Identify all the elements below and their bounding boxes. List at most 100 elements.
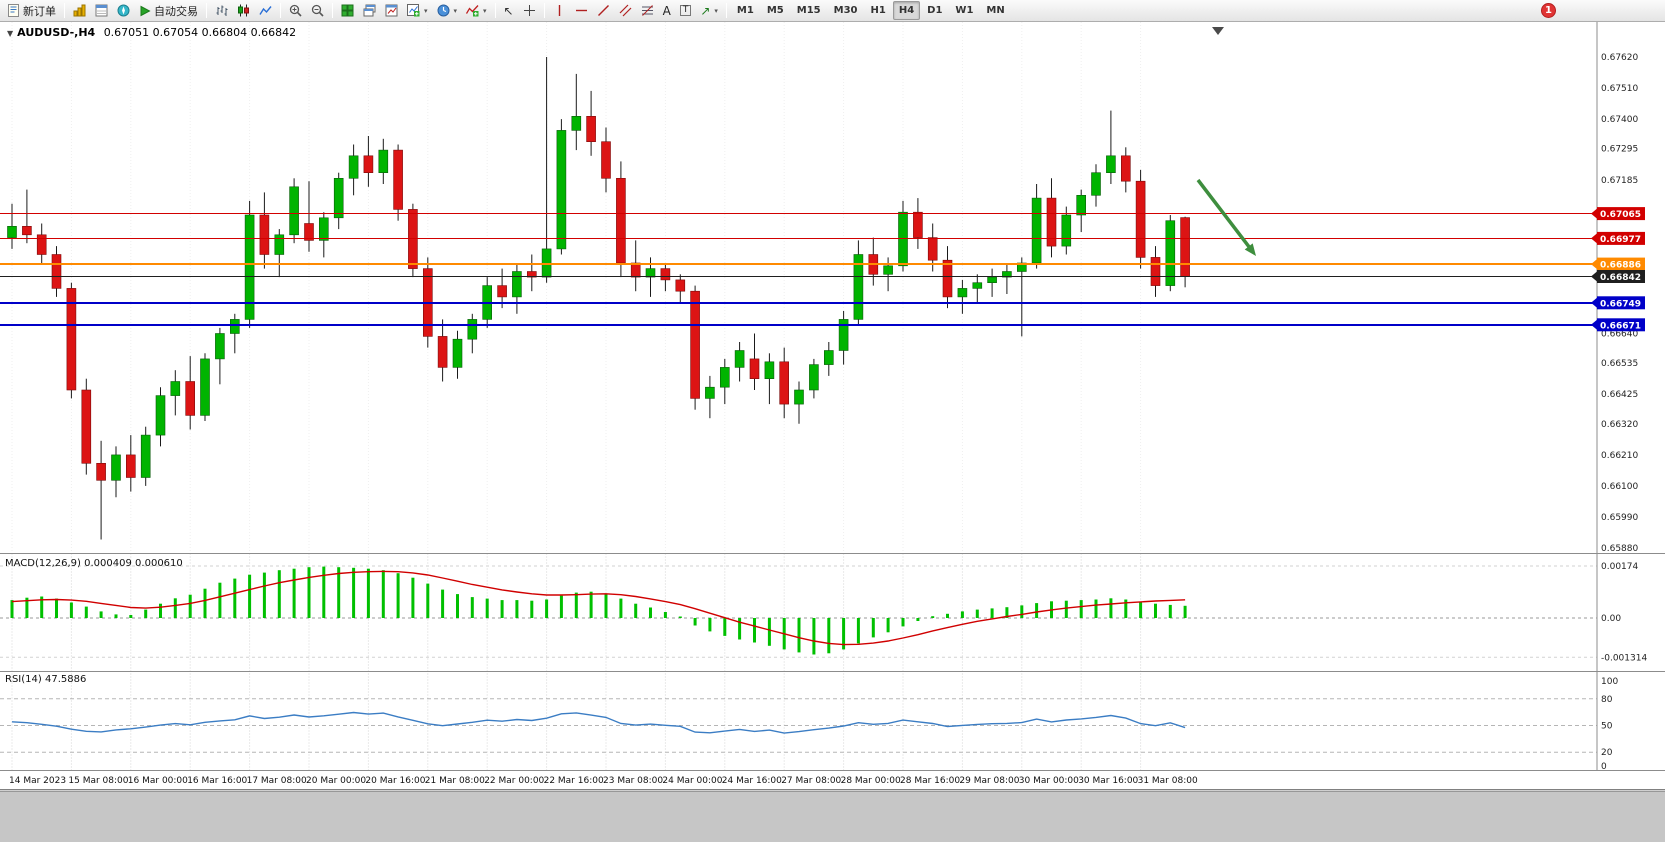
svg-text:20 Mar 00:00: 20 Mar 00:00	[306, 776, 366, 786]
svg-text:24 Mar 00:00: 24 Mar 00:00	[662, 776, 722, 786]
toolbar: 新订单 自动交易 ▾ ▾ ▾ ↖ A T ↗ ▾ M1 M5 M15 M30 H1 H4 D1 W1 MN	[0, 0, 1665, 22]
timeframe-m5-button[interactable]: M5	[761, 1, 790, 20]
svg-text:0.66320: 0.66320	[1601, 420, 1638, 430]
indicators-button[interactable]: ▾	[462, 1, 491, 20]
toolbar-separator	[64, 3, 65, 18]
timeframe-mn-button[interactable]: MN	[980, 1, 1010, 20]
horizontal-level-lines[interactable]	[0, 213, 1597, 326]
vertical-line-icon	[553, 4, 566, 17]
tile-windows-button[interactable]	[337, 1, 358, 20]
candlestick-chart-icon	[237, 4, 250, 17]
svg-text:16 Mar 00:00: 16 Mar 00:00	[128, 776, 188, 786]
navigator-button[interactable]	[113, 1, 134, 20]
svg-text:0.67400: 0.67400	[1601, 115, 1638, 125]
timeframe-m15-button-label: M15	[796, 5, 821, 16]
svg-text:0.66886: 0.66886	[1600, 261, 1641, 271]
svg-text:0.66842: 0.66842	[1600, 273, 1641, 283]
timeframe-d1-button[interactable]: D1	[921, 1, 948, 20]
text-button[interactable]: A	[659, 1, 675, 20]
timeframe-h4-button[interactable]: H4	[892, 1, 921, 20]
autotrading-button-label: 自动交易	[154, 4, 198, 18]
line-chart-icon	[259, 4, 272, 17]
trendline-icon	[597, 4, 610, 17]
chart-svg[interactable]: 0.67620 0.67510 0.67400 0.67295 0.67185 0.666…	[0, 22, 1665, 790]
crosshair-button[interactable]	[519, 1, 540, 20]
horizontal-line-button[interactable]	[571, 1, 592, 20]
timeframe-h1-button[interactable]: H1	[865, 1, 892, 20]
svg-text:0.65880: 0.65880	[1601, 544, 1638, 554]
price-axis: 0.67620 0.67510 0.67400 0.67295 0.67185 0.666…	[1591, 53, 1647, 772]
toolbar-separator	[725, 3, 727, 18]
svg-text:0.00: 0.00	[1601, 614, 1621, 624]
data-window-button[interactable]	[91, 1, 112, 20]
svg-text:28 Mar 16:00: 28 Mar 16:00	[900, 776, 960, 786]
macd-histogram	[10, 566, 1187, 655]
arrange-charts-button[interactable]	[381, 1, 402, 20]
new-chart-button[interactable]: ▾	[403, 1, 432, 20]
dropdown-caret-icon: ▾	[453, 6, 458, 15]
chart-window[interactable]: 0.67620 0.67510 0.67400 0.67295 0.67185 0.666…	[0, 22, 1665, 790]
svg-text:0.66671: 0.66671	[1600, 321, 1641, 331]
rsi-indicator-label: RSI(14) 47.5886	[5, 674, 86, 685]
pane-separators[interactable]	[0, 22, 1665, 771]
timeframe-m1-button[interactable]: M1	[731, 1, 760, 20]
svg-text:0.66425: 0.66425	[1601, 390, 1638, 400]
svg-text:-0.001314: -0.001314	[1601, 653, 1647, 663]
cursor-button[interactable]: ↖	[500, 1, 518, 20]
timeframe-m5-button-label: M5	[766, 5, 784, 16]
bar-chart-button[interactable]	[211, 1, 232, 20]
timeframe-m30-button[interactable]: M30	[828, 1, 864, 20]
time-axis-labels: 14 Mar 2023 15 Mar 08:00 16 Mar 00:00 16 Ma…	[9, 776, 1198, 786]
svg-text:0.66640: 0.66640	[1601, 330, 1638, 340]
equidistant-channel-button[interactable]	[615, 1, 636, 20]
svg-text:0.66210: 0.66210	[1601, 451, 1638, 461]
tile-windows-icon	[341, 4, 354, 17]
annotation-arrow[interactable]	[1196, 178, 1256, 256]
cascade-windows-icon	[363, 4, 376, 17]
text-icon: A	[662, 3, 671, 18]
profiles-button[interactable]: ▾	[433, 1, 462, 20]
candlestick-chart-button[interactable]	[233, 1, 254, 20]
candlesticks[interactable]	[7, 57, 1190, 540]
chart-shift-marker-icon[interactable]	[1212, 27, 1224, 35]
price-badge-0.66886: 0.66886	[1591, 257, 1645, 271]
timeframe-w1-button[interactable]: W1	[949, 1, 979, 20]
new-chart-icon	[407, 4, 420, 17]
channel-icon	[619, 4, 632, 17]
dropdown-caret-icon: ▾	[424, 6, 428, 15]
text-label-button[interactable]: T	[676, 1, 696, 20]
vertical-line-button[interactable]	[549, 1, 570, 20]
svg-text:31 Mar 08:00: 31 Mar 08:00	[1138, 776, 1198, 786]
timeframe-m1-button-label: M1	[736, 5, 754, 16]
svg-text:16 Mar 16:00: 16 Mar 16:00	[187, 776, 247, 786]
zoom-in-icon	[289, 4, 302, 17]
autotrading-button[interactable]: 自动交易	[135, 1, 202, 20]
text-label-icon: T	[679, 5, 692, 16]
trendline-button[interactable]	[593, 1, 614, 20]
toolbar-separator	[206, 3, 207, 18]
dropdown-caret-icon: ▾	[714, 6, 718, 15]
one-click-trading-arrow-icon[interactable]: ▼	[7, 29, 14, 38]
svg-text:22 Mar 16:00: 22 Mar 16:00	[544, 776, 604, 786]
price-badge-0.66842: 0.66842	[1591, 270, 1645, 283]
timeframe-m15-button[interactable]: M15	[791, 1, 827, 20]
toolbar-separator	[280, 3, 281, 18]
timeframe-h4-button-label: H4	[898, 5, 915, 16]
timeframe-d1-button-label: D1	[927, 5, 943, 16]
arrows-button[interactable]: ↗ ▾	[696, 1, 722, 20]
rsi-pane	[0, 698, 1597, 753]
new-order-button[interactable]: 新订单	[3, 1, 60, 20]
market-watch-button[interactable]	[69, 1, 90, 20]
fibonacci-button[interactable]	[637, 1, 658, 20]
line-chart-button[interactable]	[255, 1, 276, 20]
notification-badge[interactable]: 1	[1541, 3, 1556, 18]
svg-text:0: 0	[1601, 762, 1607, 772]
svg-text:21 Mar 08:00: 21 Mar 08:00	[425, 776, 485, 786]
macd-main-value: 0.000409	[84, 558, 132, 569]
timeframe-w1-button-label: W1	[955, 5, 974, 16]
data-window-icon	[95, 4, 108, 17]
zoom-in-button[interactable]	[285, 1, 306, 20]
cascade-windows-button[interactable]	[359, 1, 380, 20]
zoom-out-button[interactable]	[307, 1, 328, 20]
symbol-title: AUDUSD-,H4	[17, 26, 96, 39]
